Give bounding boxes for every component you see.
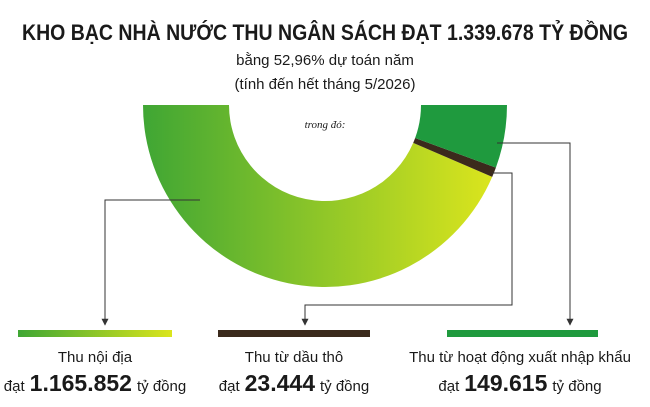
chart-title: KHO BẠC NHÀ NƯỚC THU NGÂN SÁCH ĐẠT 1.339… [22,20,628,45]
legend-label: Thu nội địa [58,349,133,366]
arc-segment [143,105,493,287]
arc-segment [413,138,496,177]
value-label: đạt 23.444 tỷ đồng [219,370,369,396]
value-unit: tỷ đồng [552,378,601,395]
value-number: 23.444 [245,370,316,396]
value-unit: tỷ đồng [137,378,186,395]
subtitle: (tính đến hết tháng 5/2026) [235,76,416,93]
value-number: 1.165.852 [30,370,132,396]
arc-segment [415,105,507,168]
value-unit: tỷ đồng [320,378,369,395]
value-number: 149.615 [464,370,547,396]
legend-swatch [218,330,370,337]
arcs [143,105,507,287]
legend-swatch [447,330,598,337]
connector [497,142,574,326]
inner-label: trong đó: [305,119,346,131]
value-prefix: đạt [4,378,26,395]
legend-label: Thu từ dầu thô [245,349,343,366]
legend-swatch [18,330,172,337]
value-prefix: đạt [438,378,460,395]
value-label: đạt 1.165.852 tỷ đồng [4,370,186,396]
connector [301,172,513,326]
value-label: đạt 149.615 tỷ đồng [438,370,601,396]
subtitle: bằng 52,96% dự toán năm [236,52,414,69]
legend-label: Thu từ hoạt động xuất nhập khẩu [409,349,631,366]
value-prefix: đạt [219,378,241,395]
connector [101,199,200,326]
